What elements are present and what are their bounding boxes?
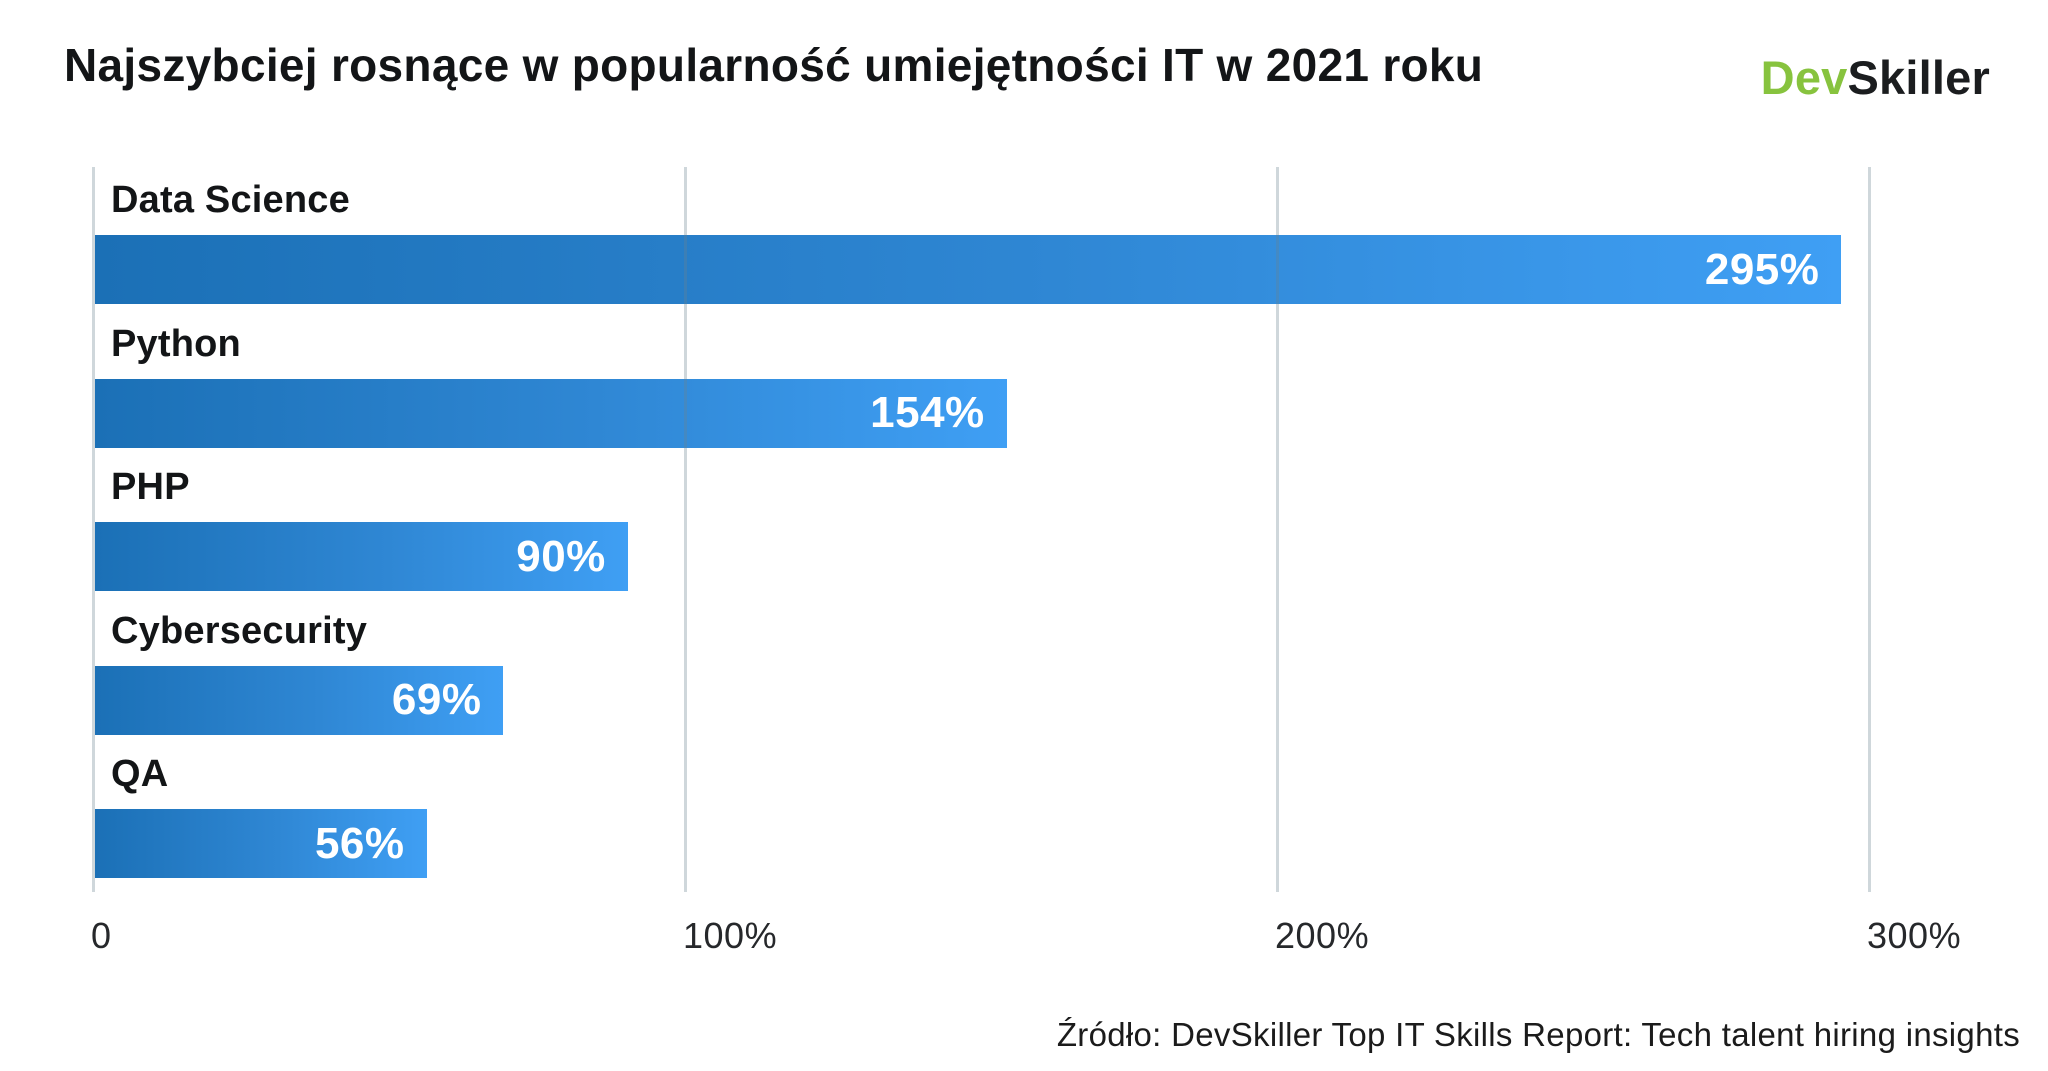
bar-value-label: 154% [870, 388, 985, 438]
gridline [91, 167, 95, 892]
devskiller-logo: DevSkiller [1761, 50, 1990, 105]
category-label: Cybersecurity [111, 609, 368, 652]
category-label: Python [111, 322, 241, 365]
bar: 295% [95, 235, 1842, 304]
category-label: QA [111, 753, 169, 796]
x-axis-tick-label: 200% [1275, 915, 1370, 956]
bar-value-label: 56% [314, 818, 405, 868]
bar-value-label: 90% [516, 531, 606, 581]
bar: 154% [95, 378, 1007, 448]
category-label: Data Science [111, 179, 350, 221]
bar-value-label: 295% [1704, 244, 1820, 294]
bar: 90% [95, 522, 628, 592]
bar-chart-plot-area: 0 100% 200% 300% Data Science 295% Python 154% P… [91, 167, 2048, 957]
category-label: PHP [111, 466, 190, 509]
gridline [683, 167, 687, 892]
logo-dev-text: Dev [1760, 51, 1848, 104]
x-axis-tick-label: 0 [91, 915, 112, 956]
bar: 56% [95, 809, 427, 879]
logo-skiller-text: Skiller [1847, 51, 1990, 104]
bar-value-label: 69% [391, 675, 482, 725]
page-title: Najszybciej rosnące w popularność umieję… [64, 39, 1484, 91]
bar: 69% [95, 665, 504, 735]
source-note: Źródło: DevSkiller Top IT Skills Report:… [1056, 1016, 2020, 1053]
gridline [1867, 167, 1871, 892]
x-axis-tick-label: 300% [1867, 915, 1962, 956]
gridline [1275, 167, 1279, 892]
x-axis-tick-label: 100% [683, 915, 778, 956]
